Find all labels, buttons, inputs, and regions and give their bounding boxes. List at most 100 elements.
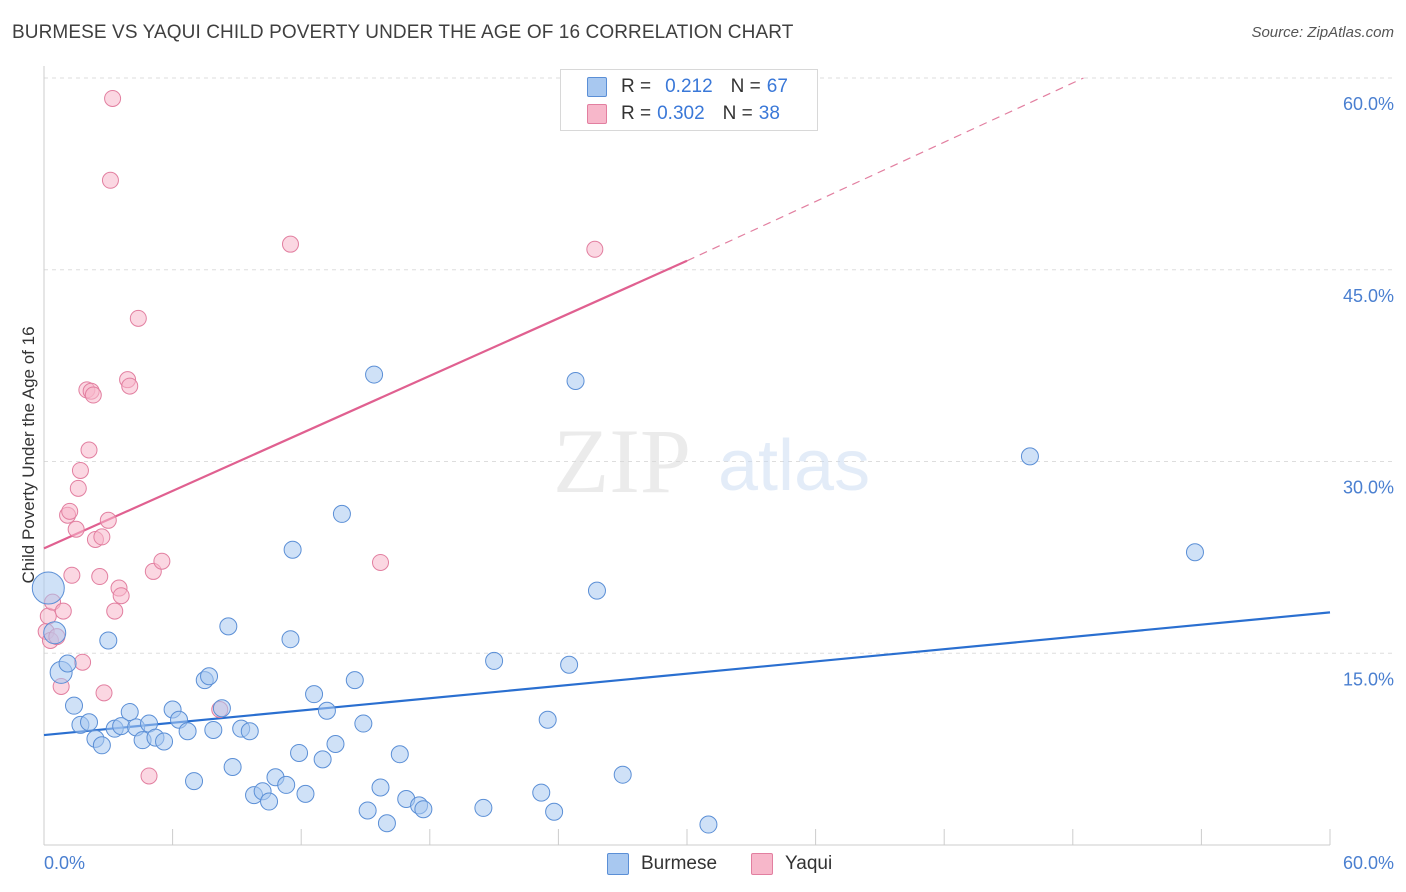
yaqui-trend-extension — [686, 77, 1084, 262]
burmese-point — [371, 778, 390, 797]
burmese-point — [296, 784, 315, 803]
burmese-point — [185, 772, 204, 791]
burmese-point — [332, 504, 351, 523]
legend-row-burmese: R = 0.212 N = 67 — [587, 75, 788, 99]
burmese-point — [31, 571, 65, 605]
burmese-point — [1185, 543, 1204, 562]
burmese-trend-line — [43, 611, 1331, 737]
burmese-point — [365, 365, 384, 384]
burmese-point — [43, 621, 67, 645]
yaqui-point — [80, 441, 98, 459]
y-tick-label: 45.0% — [1343, 286, 1394, 306]
y-tick-label: 30.0% — [1343, 478, 1394, 498]
burmese-points — [31, 365, 1204, 834]
burmese-point — [240, 722, 259, 741]
burmese-point — [317, 701, 336, 720]
yaqui-swatch — [751, 853, 773, 875]
burmese-point — [414, 800, 433, 819]
burmese-point — [65, 696, 84, 715]
burmese-point — [283, 540, 302, 559]
legend-row-yaqui: R = 0.302 N = 38 — [587, 102, 780, 126]
legend-r-label: R = — [621, 76, 652, 97]
burmese-point — [178, 722, 197, 741]
yaqui-point — [281, 235, 299, 253]
yaqui-points — [37, 89, 604, 785]
burmese-point — [532, 783, 551, 802]
legend-r-value: 0.302 — [657, 103, 705, 124]
burmese-point — [155, 732, 174, 751]
burmese-point — [92, 736, 111, 755]
legend-n-value: 38 — [758, 103, 780, 124]
burmese-point — [377, 814, 396, 833]
yaqui-point — [61, 502, 79, 520]
burmese-point — [587, 581, 606, 600]
x-tick-label-max: 60.0% — [1343, 853, 1394, 873]
yaqui-point — [586, 240, 604, 258]
yaqui-point — [129, 309, 147, 327]
burmese-point — [260, 792, 279, 811]
yaqui-point — [106, 602, 124, 620]
burmese-point — [313, 750, 332, 769]
yaqui-point — [93, 528, 111, 546]
burmese-point — [305, 685, 324, 704]
watermark-atlas: atlas — [718, 426, 870, 506]
burmese-point — [485, 651, 504, 670]
burmese-point — [1020, 447, 1039, 466]
yaqui-point — [99, 511, 117, 529]
burmese-point — [277, 775, 296, 794]
burmese-point — [281, 630, 300, 649]
legend: R = 0.212 N = 67 R = 0.302 N = 38 — [560, 69, 818, 131]
gridlines — [44, 77, 1392, 654]
y-axis-tick-labels: 15.0% 30.0% 45.0% 60.0% — [1343, 94, 1394, 689]
legend-n-value: 67 — [766, 76, 788, 97]
chart-title: BURMESE VS YAQUI CHILD POVERTY UNDER THE… — [12, 22, 794, 43]
y-axis-title: Child Poverty Under the Age of 16 — [19, 326, 38, 583]
trend-lines — [43, 77, 1331, 737]
bottom-legend-label: Yaqui — [785, 853, 833, 874]
yaqui-point — [121, 377, 139, 395]
yaqui-trend-line — [43, 259, 688, 550]
yaqui-point — [153, 552, 171, 570]
watermark-zip: ZIP — [553, 410, 691, 512]
burmese-point — [120, 703, 139, 722]
burmese-point — [345, 671, 364, 690]
yaqui-point — [54, 602, 72, 620]
burmese-point — [200, 667, 219, 686]
x-tick-label-min: 0.0% — [44, 853, 85, 873]
burmese-point — [390, 745, 409, 764]
y-tick-label: 60.0% — [1343, 94, 1394, 114]
burmese-point — [223, 758, 242, 777]
x-axis-ticks — [43, 829, 1331, 845]
y-tick-label: 15.0% — [1343, 669, 1394, 689]
yaqui-point — [101, 171, 119, 189]
legend-n-label: N = — [722, 103, 753, 124]
watermark: ZIP atlas — [553, 410, 870, 512]
burmese-point — [326, 735, 345, 754]
bottom-legend-label: Burmese — [641, 853, 718, 874]
burmese-point — [219, 617, 238, 636]
legend-n-label: N = — [730, 76, 761, 97]
source-label: Source: ZipAtlas.com — [1251, 24, 1394, 41]
burmese-swatch — [607, 853, 629, 875]
legend-r-label: R = — [621, 103, 652, 124]
bottom-legend-yaqui: Yaqui — [751, 851, 832, 877]
burmese-point — [545, 802, 564, 821]
burmese-point — [354, 714, 373, 733]
burmese-point — [566, 371, 585, 390]
yaqui-point — [372, 553, 390, 571]
burmese-point — [212, 699, 231, 718]
burmese-point — [699, 815, 718, 834]
burmese-point — [99, 631, 118, 650]
burmese-point — [204, 720, 223, 739]
burmese-point — [538, 710, 557, 729]
burmese-point — [560, 655, 579, 674]
yaqui-point — [84, 386, 102, 404]
yaqui-point — [91, 568, 109, 586]
yaqui-point — [67, 520, 85, 538]
yaqui-point — [112, 587, 130, 605]
burmese-point — [58, 654, 77, 673]
yaqui-point — [69, 479, 87, 497]
burmese-swatch — [587, 77, 607, 97]
burmese-point — [613, 765, 632, 784]
yaqui-point — [95, 684, 113, 702]
